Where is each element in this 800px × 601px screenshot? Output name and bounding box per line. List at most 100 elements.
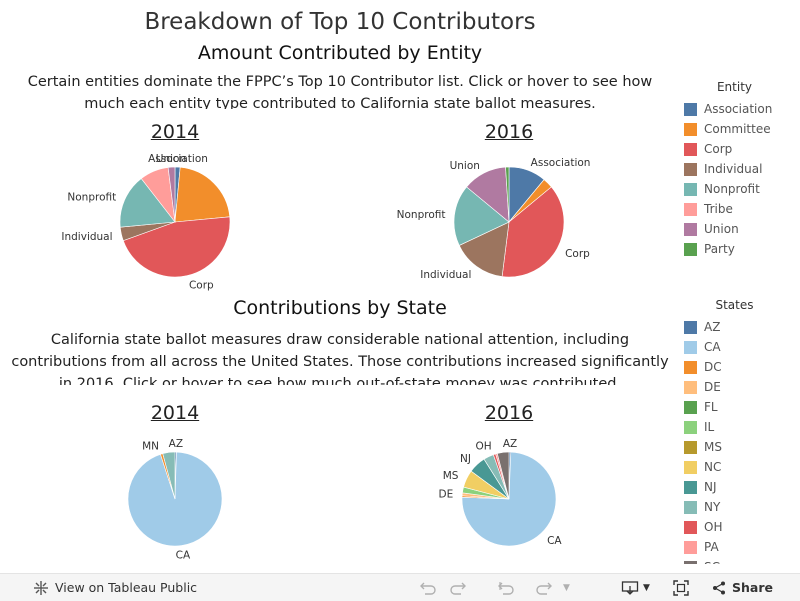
legend-swatch xyxy=(684,122,697,136)
entity-2016-pie-chart[interactable]: Association Corp Individual Nonprofit Union xyxy=(0,0,680,300)
download-button[interactable]: ▼ xyxy=(621,574,650,601)
tableau-toolbar: View on Tableau Public ▼ ▼ Share xyxy=(0,573,800,601)
state-2016-year-label: 2016 xyxy=(484,402,534,424)
legend-label: SC xyxy=(704,560,720,564)
pie-label-individual: Individual xyxy=(420,269,471,281)
state-legend-item[interactable]: MS xyxy=(677,437,797,457)
legend-swatch xyxy=(684,380,697,394)
entity-legend: Entity Association Committee Corp Individua… xyxy=(677,80,797,259)
legend-label: NY xyxy=(704,500,721,514)
pie-slice-corp[interactable] xyxy=(122,216,231,278)
legend-label: Party xyxy=(704,242,735,256)
state-legend-item[interactable]: FL xyxy=(677,397,797,417)
redo-button[interactable] xyxy=(449,574,467,601)
entity-legend-item[interactable]: Committee xyxy=(677,119,797,139)
pie-label-association: Association xyxy=(531,157,591,169)
entity-2014-pie-chart[interactable]: Association Corp Individual Nonprofit Union xyxy=(0,0,680,300)
state-section-title: Contributions by State xyxy=(233,297,447,319)
state-legend-item[interactable]: NY xyxy=(677,497,797,517)
entity-legend-item[interactable]: Association xyxy=(677,99,797,119)
pie-slice-corp[interactable] xyxy=(501,186,565,278)
legend-swatch xyxy=(684,182,697,196)
pie-slice-committee[interactable] xyxy=(174,166,231,223)
dashboard-title: Breakdown of Top 10 Contributors xyxy=(144,9,536,35)
states-legend-title: States xyxy=(715,298,754,312)
pie-slice-union[interactable] xyxy=(167,166,176,223)
entity-legend-item[interactable]: Nonprofit xyxy=(677,179,797,199)
state-legend-item[interactable]: PA xyxy=(677,537,797,557)
legend-swatch xyxy=(684,102,697,116)
legend-swatch xyxy=(684,360,697,374)
legend-label: MS xyxy=(704,440,722,454)
state-legend-item[interactable]: SC xyxy=(677,557,797,564)
legend-label: Corp xyxy=(704,142,733,156)
pie-slice-party[interactable] xyxy=(505,166,510,223)
legend-swatch xyxy=(684,320,697,334)
state-legend-item[interactable]: DE xyxy=(677,377,797,397)
pie-label-corp: Corp xyxy=(189,279,214,291)
pie-slice-ny[interactable] xyxy=(162,451,176,500)
revert-icon xyxy=(497,580,515,596)
state-legend-item[interactable]: IL xyxy=(677,417,797,437)
share-button[interactable]: Share xyxy=(712,574,773,601)
pie-label-ca: CA xyxy=(547,535,562,547)
legend-swatch xyxy=(684,520,697,534)
revert-button[interactable] xyxy=(497,574,515,601)
pie-slice-ca[interactable] xyxy=(461,451,557,547)
legend-label: Union xyxy=(704,222,739,236)
chevron-down-icon: ▼ xyxy=(563,582,570,593)
pie-label-union: Union xyxy=(156,153,186,165)
pie-slice-nonprofit[interactable] xyxy=(453,186,510,246)
legend-swatch xyxy=(684,540,697,554)
pie-slice-sc[interactable] xyxy=(496,451,510,500)
redo-icon xyxy=(535,580,553,596)
pie-label-nj: NJ xyxy=(460,453,471,465)
view-on-tableau-public-link[interactable]: View on Tableau Public xyxy=(33,574,197,601)
legend-swatch xyxy=(684,340,697,354)
undo-button[interactable] xyxy=(419,574,437,601)
pie-label-nonprofit: Nonprofit xyxy=(67,192,116,204)
entity-2014-year-label: 2014 xyxy=(150,121,200,143)
legend-swatch xyxy=(684,222,697,236)
legend-swatch xyxy=(684,440,697,454)
redo-icon xyxy=(449,580,467,596)
undo-icon xyxy=(419,580,437,596)
entity-legend-item[interactable]: Party xyxy=(677,239,797,259)
pie-label-union: Union xyxy=(450,160,480,172)
legend-label: NJ xyxy=(704,480,717,494)
state-legend-item[interactable]: DC xyxy=(677,357,797,377)
pie-label-ca: CA xyxy=(176,549,191,561)
fullscreen-icon xyxy=(673,579,689,596)
state-legend-item[interactable]: OH xyxy=(677,517,797,537)
forward-dropdown-button[interactable]: ▼ xyxy=(563,574,570,601)
state-legend-item[interactable]: NC xyxy=(677,457,797,477)
entity-legend-item[interactable]: Union xyxy=(677,219,797,239)
entity-legend-item[interactable]: Tribe xyxy=(677,199,797,219)
legend-swatch xyxy=(684,142,697,156)
entity-legend-item[interactable]: Corp xyxy=(677,139,797,159)
state-legend-item[interactable]: CA xyxy=(677,337,797,357)
state-2014-pie-chart[interactable]: AZ CA MN xyxy=(0,0,680,570)
entity-legend-item[interactable]: Individual xyxy=(677,159,797,179)
legend-label: Nonprofit xyxy=(704,182,760,196)
legend-label: DC xyxy=(704,360,722,374)
legend-label: Committee xyxy=(704,122,771,136)
pie-slice-individual[interactable] xyxy=(458,221,510,277)
pie-label-mn: MN xyxy=(142,440,159,452)
view-on-tableau-public-label: View on Tableau Public xyxy=(55,580,198,595)
legend-swatch xyxy=(684,202,697,216)
legend-label: Individual xyxy=(704,162,763,176)
state-legend-item[interactable]: AZ xyxy=(677,317,797,337)
state-legend-item[interactable]: NJ xyxy=(677,477,797,497)
legend-label: Tribe xyxy=(704,202,733,216)
legend-label: FL xyxy=(704,400,718,414)
legend-swatch xyxy=(684,242,697,256)
entity-2016-year-label: 2016 xyxy=(484,121,534,143)
states-legend[interactable]: States AZ CA DC DE FL IL MS NC NJ NY OH PA SC xyxy=(677,298,797,564)
tableau-logo-icon xyxy=(33,580,49,596)
forward-button[interactable] xyxy=(535,574,553,601)
fullscreen-button[interactable] xyxy=(673,574,689,601)
entity-section-description: Certain entities dominate the FPPC’s Top… xyxy=(27,74,653,109)
pie-slice-nonprofit[interactable] xyxy=(119,178,176,228)
